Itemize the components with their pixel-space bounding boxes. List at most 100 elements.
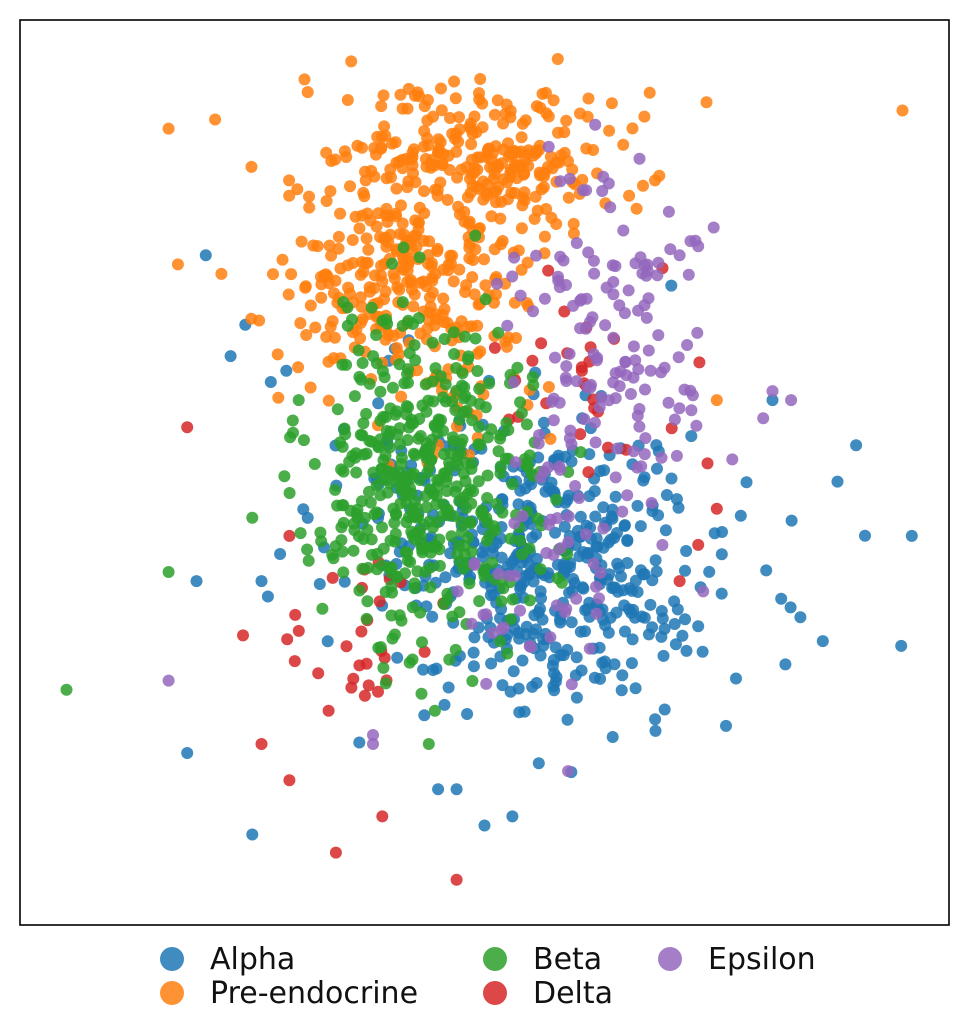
point-pre-endocrine [566, 163, 579, 176]
point-beta [406, 653, 419, 666]
point-alpha [629, 574, 642, 587]
point-pre-endocrine [558, 126, 571, 139]
point-alpha [417, 663, 430, 676]
point-alpha [565, 616, 578, 629]
legend-item-delta[interactable]: Delta [483, 975, 614, 1011]
point-pre-endocrine [407, 300, 420, 313]
point-epsilon [611, 442, 624, 455]
point-beta [60, 683, 73, 696]
point-alpha [685, 430, 698, 443]
point-beta [371, 547, 384, 560]
legend-label-delta: Delta [533, 975, 614, 1011]
legend-item-beta[interactable]: Beta [483, 942, 602, 977]
point-alpha [629, 611, 641, 624]
point-pre-endocrine [409, 89, 421, 102]
point-alpha [558, 520, 571, 533]
point-pre-endocrine [320, 330, 333, 343]
point-pre-endocrine [446, 249, 459, 262]
point-alpha [816, 635, 829, 648]
point-alpha [740, 476, 753, 489]
point-epsilon [681, 339, 694, 351]
point-beta [456, 433, 469, 446]
point-alpha [512, 498, 525, 511]
legend-item-pre-endocrine[interactable]: Pre-endocrine [160, 976, 418, 1011]
point-alpha [618, 520, 631, 532]
point-alpha [649, 724, 662, 737]
point-pre-endocrine [421, 114, 434, 127]
point-alpha [669, 638, 682, 651]
point-pre-endocrine [384, 228, 397, 241]
point-epsilon [587, 348, 600, 360]
point-alpha [567, 573, 580, 585]
point-beta [162, 566, 175, 578]
point-pre-endocrine [497, 117, 510, 130]
point-beta [283, 487, 296, 499]
point-alpha [692, 620, 705, 633]
point-alpha [629, 682, 642, 695]
point-beta [401, 554, 414, 567]
point-alpha [672, 501, 685, 514]
point-beta [425, 453, 438, 466]
point-alpha [730, 672, 742, 685]
point-beta [381, 473, 394, 486]
point-beta [374, 433, 387, 446]
point-alpha [634, 520, 647, 533]
point-pre-endocrine [389, 136, 402, 149]
point-epsilon [595, 391, 608, 404]
point-pre-endocrine [322, 394, 335, 407]
point-beta [494, 635, 507, 648]
point-epsilon [631, 461, 644, 474]
point-delta [542, 264, 555, 277]
point-epsilon [641, 258, 654, 271]
point-beta [425, 484, 437, 497]
point-epsilon [578, 413, 591, 426]
legend-item-alpha[interactable]: Alpha [160, 942, 295, 977]
point-delta [710, 502, 723, 515]
point-beta [363, 485, 375, 498]
point-beta [363, 377, 376, 390]
point-beta [381, 465, 394, 478]
point-epsilon [613, 299, 626, 312]
point-epsilon [664, 243, 677, 256]
point-epsilon [587, 557, 600, 570]
point-epsilon [497, 621, 510, 634]
legend-marker-pre-endocrine [160, 981, 184, 1005]
point-alpha [468, 631, 481, 644]
point-pre-endocrine [461, 191, 474, 204]
point-alpha [530, 677, 543, 689]
point-pre-endocrine [304, 381, 317, 394]
point-alpha [734, 509, 747, 522]
legend-item-epsilon[interactable]: Epsilon [658, 942, 816, 977]
point-beta [407, 467, 420, 480]
point-delta [418, 645, 431, 658]
point-delta [372, 685, 384, 698]
point-delta [283, 774, 296, 787]
point-beta [396, 319, 409, 332]
point-beta [356, 357, 369, 369]
point-beta [301, 543, 314, 556]
point-alpha [539, 485, 552, 498]
point-beta [478, 561, 491, 574]
point-pre-endocrine [405, 153, 418, 166]
point-epsilon [620, 369, 633, 382]
point-beta [473, 382, 486, 395]
point-pre-endocrine [464, 172, 476, 185]
point-pre-endocrine [311, 240, 324, 253]
point-epsilon [553, 281, 566, 294]
point-epsilon [690, 419, 703, 432]
point-beta [412, 525, 425, 538]
point-delta [488, 341, 501, 354]
point-alpha [785, 514, 798, 527]
point-epsilon [554, 175, 567, 188]
point-delta [360, 657, 373, 670]
point-epsilon [545, 395, 558, 408]
legend-marker-beta [483, 947, 507, 971]
point-beta [400, 489, 412, 502]
point-alpha [199, 249, 212, 262]
point-alpha [582, 547, 595, 560]
point-pre-endocrine [361, 207, 374, 220]
point-beta [426, 336, 439, 349]
point-beta [376, 521, 388, 534]
point-alpha [467, 660, 480, 673]
point-beta [429, 362, 442, 375]
